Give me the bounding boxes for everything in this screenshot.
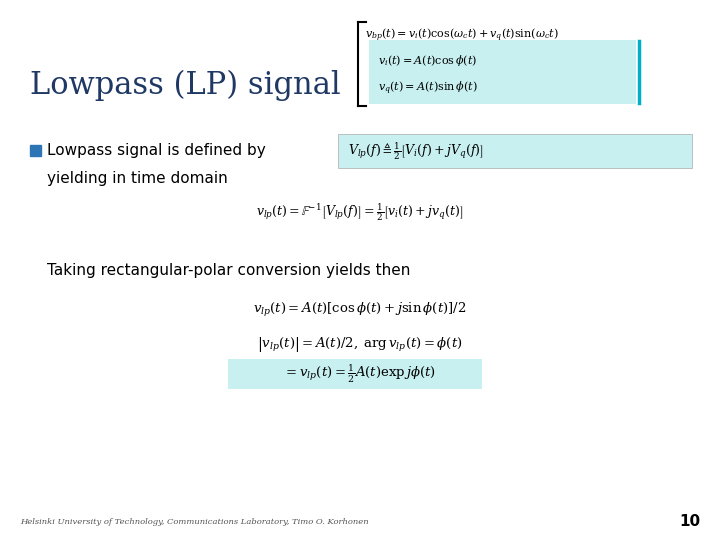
Bar: [30, 145, 41, 156]
Text: Lowpass signal is defined by: Lowpass signal is defined by: [47, 143, 266, 158]
Text: Lowpass (LP) signal: Lowpass (LP) signal: [30, 70, 341, 100]
FancyBboxPatch shape: [369, 40, 636, 104]
FancyBboxPatch shape: [338, 134, 692, 168]
Text: $v_{lp}(t) = A(t)\left[\cos\phi(t) + j\sin\phi(t)\right]/2$: $v_{lp}(t) = A(t)\left[\cos\phi(t) + j\s…: [253, 301, 467, 319]
Text: Taking rectangular-polar conversion yields then: Taking rectangular-polar conversion yiel…: [47, 262, 410, 278]
Text: $v_{lp}(t) = \mathbb{F}^{-1}\left[V_{lp}(f)\right] = \frac{1}{2}\left[v_i(t) + j: $v_{lp}(t) = \mathbb{F}^{-1}\left[V_{lp}…: [256, 201, 464, 223]
Text: $v_q(t) = A(t)\sin\phi(t)$: $v_q(t) = A(t)\sin\phi(t)$: [378, 79, 477, 97]
Text: yielding in time domain: yielding in time domain: [47, 171, 228, 186]
Text: $v_i(t) = A(t)\cos\phi(t)$: $v_i(t) = A(t)\cos\phi(t)$: [378, 52, 477, 68]
Text: Helsinki University of Technology, Communications Laboratory, Timo O. Korhonen: Helsinki University of Technology, Commu…: [20, 518, 369, 526]
FancyBboxPatch shape: [228, 359, 482, 389]
Text: $v_{bp}(t) = v_i(t)\cos(\omega_c t) + v_q(t)\sin(\omega_c t)$: $v_{bp}(t) = v_i(t)\cos(\omega_c t) + v_…: [365, 26, 559, 44]
Text: $\left|v_{lp}(t)\right| = A(t)/2, \; \arg v_{lp}(t) = \phi(t)$: $\left|v_{lp}(t)\right| = A(t)/2, \; \ar…: [257, 335, 463, 354]
Text: $= v_{lp}(t) = \frac{1}{2}A(t)\exp j\phi(t)$: $= v_{lp}(t) = \frac{1}{2}A(t)\exp j\phi…: [284, 363, 436, 385]
Text: $V_{lp}(f) \triangleq \frac{1}{2}\left[V_i(f) + jV_q(f)\right]$: $V_{lp}(f) \triangleq \frac{1}{2}\left[V…: [348, 140, 484, 162]
Text: 10: 10: [679, 515, 700, 530]
